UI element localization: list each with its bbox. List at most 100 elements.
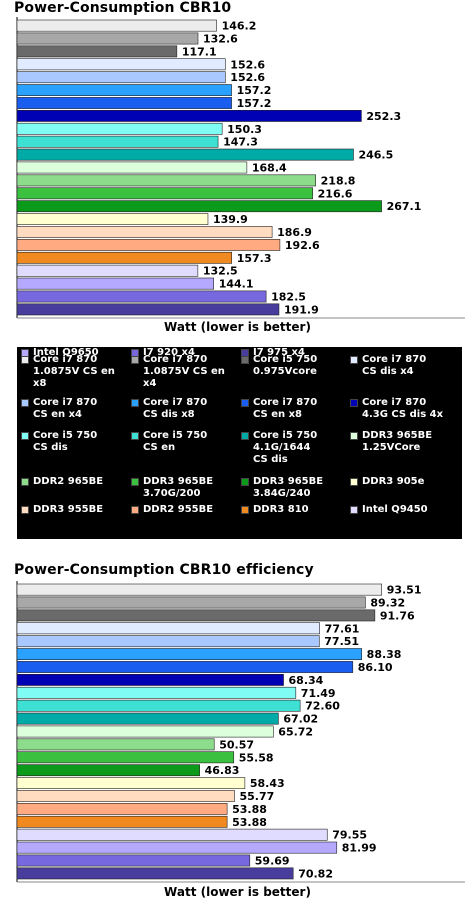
bar-value-label: 132.5 bbox=[203, 265, 238, 278]
bar bbox=[16, 148, 354, 161]
bar bbox=[16, 699, 301, 712]
bar bbox=[16, 686, 297, 699]
bar bbox=[16, 19, 217, 32]
legend-swatch bbox=[21, 506, 29, 514]
legend-item: DDR3 965BE 3.70G/200 bbox=[131, 476, 213, 500]
legend-swatch bbox=[131, 478, 139, 486]
bar bbox=[16, 45, 178, 58]
bar-value-label: 168.4 bbox=[252, 162, 287, 175]
bar-value-label: 152.6 bbox=[230, 71, 265, 84]
bar bbox=[16, 122, 223, 135]
legend-item: I7 975 x4 bbox=[241, 347, 305, 359]
bar-value-label: 246.5 bbox=[358, 149, 393, 162]
legend-label: DDR2 965BE bbox=[33, 476, 104, 487]
legend-swatch bbox=[131, 399, 139, 407]
bar-value-label: 77.51 bbox=[324, 635, 359, 648]
bar bbox=[16, 867, 294, 880]
legend-label: Core i7 870 1.0875V CS en x4 bbox=[143, 354, 225, 389]
bar bbox=[16, 854, 251, 867]
legend-item: DDR3 810 bbox=[241, 504, 309, 516]
power-consumption-chart: 146.2132.6117.1152.6152.6157.2157.2252.3… bbox=[16, 17, 465, 319]
bar bbox=[16, 32, 199, 45]
legend-label: DDR3 965BE 3.84G/240 bbox=[253, 476, 324, 499]
legend-swatch bbox=[241, 432, 249, 440]
legend-swatch bbox=[131, 506, 139, 514]
bar bbox=[16, 97, 232, 109]
legend-swatch bbox=[241, 478, 249, 486]
x-axis-label: Watt (lower is better) bbox=[164, 885, 311, 899]
legend-label: Intel Q9650 bbox=[33, 347, 99, 358]
legend-item: Core i7 870 4.3G CS dis 4x bbox=[350, 397, 443, 421]
bar bbox=[16, 200, 382, 213]
bar bbox=[16, 803, 228, 815]
bar-value-label: 192.6 bbox=[285, 239, 320, 252]
bar-value-label: 53.88 bbox=[232, 816, 267, 829]
bar-value-label: 144.1 bbox=[219, 278, 254, 291]
bar bbox=[16, 174, 316, 187]
bar-value-label: 81.99 bbox=[342, 842, 377, 855]
bar-value-label: 182.5 bbox=[271, 291, 306, 304]
legend-swatch bbox=[350, 506, 358, 514]
legend-swatch bbox=[21, 399, 29, 407]
bar bbox=[16, 828, 328, 841]
bar-value-label: 117.1 bbox=[182, 45, 217, 58]
legend-swatch bbox=[21, 478, 29, 486]
legend-label: DDR3 905e bbox=[362, 476, 425, 487]
bar-value-label: 93.51 bbox=[387, 584, 422, 597]
bar bbox=[16, 187, 313, 200]
bar bbox=[16, 596, 366, 609]
bar-value-label: 157.2 bbox=[237, 97, 272, 110]
legend-swatch bbox=[21, 432, 29, 440]
bar-value-label: 59.69 bbox=[255, 855, 290, 868]
legend-item: DDR3 955BE bbox=[21, 504, 103, 516]
bar bbox=[16, 725, 274, 738]
bar bbox=[16, 841, 338, 854]
bar-value-label: 71.49 bbox=[301, 687, 336, 700]
bar bbox=[16, 161, 248, 174]
legend-item: Core i7 870 CS dis x8 bbox=[131, 397, 207, 421]
legend-item: Core i7 870 CS dis x4 bbox=[350, 354, 426, 378]
legend-item: DDR3 965BE 3.84G/240 bbox=[241, 476, 323, 500]
legend-item: Intel Q9450 bbox=[350, 504, 428, 516]
bar bbox=[16, 712, 279, 725]
bar-value-label: 150.3 bbox=[227, 123, 262, 136]
bar-value-label: 70.82 bbox=[298, 867, 333, 880]
bar-value-label: 267.1 bbox=[387, 200, 422, 213]
bar bbox=[16, 622, 320, 635]
bar-value-label: 55.77 bbox=[240, 790, 275, 803]
bar bbox=[16, 213, 209, 225]
legend-label: Intel Q9450 bbox=[362, 504, 428, 515]
legend-swatch bbox=[350, 478, 358, 486]
bar-value-label: 91.76 bbox=[380, 609, 415, 622]
bar bbox=[16, 303, 280, 316]
bar-value-label: 77.61 bbox=[325, 622, 360, 635]
legend-label: Core i7 870 CS dis x4 bbox=[362, 354, 427, 377]
legend-item: Core i5 750 CS en bbox=[131, 430, 207, 454]
bar-value-label: 55.58 bbox=[239, 751, 274, 764]
bar-value-label: 86.10 bbox=[358, 661, 393, 674]
bar bbox=[16, 674, 284, 686]
legend-label: Core i5 750 0.975Vcore bbox=[253, 354, 318, 377]
legend-swatch bbox=[131, 432, 139, 440]
legend-label: I7 920 x4 bbox=[143, 347, 195, 358]
bar bbox=[16, 635, 320, 648]
chart-title: Power-Consumption CBR10 bbox=[14, 0, 232, 16]
bar-value-label: 72.60 bbox=[305, 700, 340, 713]
bar bbox=[16, 609, 376, 622]
legend-label: Core i7 870 CS en x8 bbox=[253, 397, 318, 420]
bar bbox=[16, 110, 362, 122]
bar bbox=[16, 790, 235, 802]
legend-item: DDR2 965BE bbox=[21, 476, 103, 488]
bar bbox=[16, 583, 382, 596]
legend-label: DDR3 965BE 1.25VCore bbox=[362, 430, 433, 453]
bar-value-label: 79.55 bbox=[332, 829, 367, 842]
chart-title: Power-Consumption CBR10 efficiency bbox=[14, 562, 314, 578]
legend-label: Core i7 870 1.0875V CS en x8 bbox=[33, 354, 115, 389]
bar bbox=[16, 648, 362, 660]
bar bbox=[16, 290, 267, 303]
legend-swatch bbox=[131, 349, 139, 357]
bar-value-label: 88.38 bbox=[367, 648, 402, 661]
legend-item: Core i7 870 1.0875V CS en x8 bbox=[21, 354, 115, 390]
bar-value-label: 139.9 bbox=[213, 213, 248, 226]
